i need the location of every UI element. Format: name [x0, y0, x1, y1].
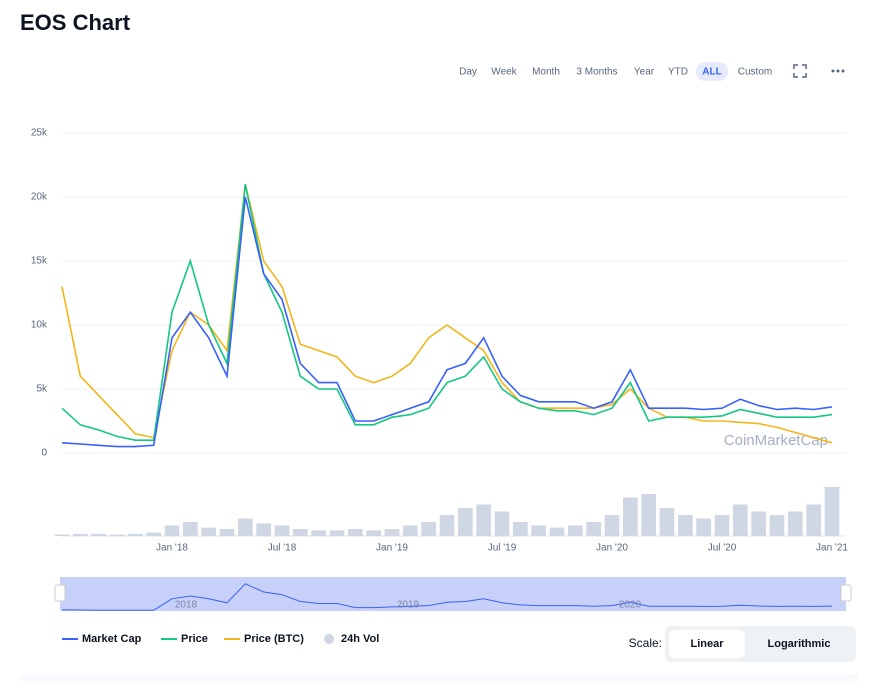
volume-bar — [91, 533, 106, 536]
volume-bar — [494, 511, 510, 536]
navigator-handle[interactable] — [54, 584, 66, 602]
series-line — [61, 196, 833, 448]
volume-bar — [604, 515, 620, 536]
y-tick-label: 10k — [31, 320, 48, 331]
y-tick-label: 20k — [31, 192, 48, 203]
volume-bar — [384, 529, 400, 536]
volume-bar — [513, 522, 528, 536]
scale-label: Scale: — [629, 636, 662, 650]
y-tick-label: 25k — [31, 128, 48, 139]
volume-bar — [73, 533, 88, 536]
y-tick-label: 0 — [41, 448, 47, 459]
scale-option[interactable]: Linear — [690, 638, 724, 650]
volume-bar — [238, 518, 253, 536]
volume-bar — [164, 525, 180, 536]
range-button[interactable]: ALL — [702, 67, 721, 78]
y-tick-label: 5k — [36, 384, 48, 395]
volume-bar — [549, 527, 565, 536]
navigator[interactable] — [60, 577, 846, 611]
volume-bar — [439, 515, 455, 536]
volume-bar — [311, 530, 326, 536]
more-icon[interactable] — [831, 69, 845, 73]
volume-bar — [329, 530, 345, 536]
volume-bar — [806, 504, 821, 536]
volume-bar — [458, 508, 473, 536]
range-button[interactable]: Week — [491, 67, 517, 78]
volume-bar — [769, 515, 785, 536]
x-tick-label: Jan '18 — [156, 543, 188, 554]
volume-bar — [366, 530, 381, 536]
page-title: EOS Chart — [20, 10, 131, 35]
volume-bar — [714, 515, 730, 536]
volume-bar — [219, 529, 235, 536]
volume-bar — [201, 527, 216, 536]
volume-bar — [531, 525, 546, 536]
scale-option[interactable]: Logarithmic — [768, 638, 831, 650]
range-button[interactable]: Custom — [738, 67, 772, 78]
volume-bar — [824, 487, 840, 536]
volume-bar — [476, 504, 491, 536]
range-button[interactable]: Day — [459, 67, 477, 78]
volume-bar — [183, 522, 198, 536]
volume-bar — [623, 497, 638, 536]
x-tick-label: Jan '20 — [596, 543, 628, 554]
volume-bar — [293, 529, 308, 536]
range-button[interactable]: YTD — [668, 67, 688, 78]
volume-bar — [54, 534, 70, 536]
volume-bar — [421, 522, 436, 536]
volume-bar — [641, 494, 656, 536]
series-line — [61, 184, 833, 441]
volume-bar — [696, 518, 711, 536]
legend-label[interactable]: Market Cap — [82, 633, 142, 645]
range-button[interactable]: Year — [634, 67, 655, 78]
x-tick-label: Jul '19 — [488, 543, 517, 554]
fullscreen-icon[interactable] — [793, 64, 807, 78]
volume-bar — [788, 511, 803, 536]
footer-bar — [20, 674, 858, 683]
legend-label[interactable]: Price — [181, 633, 208, 645]
volume-bar — [146, 532, 161, 536]
volume-bar — [128, 533, 143, 536]
volume-bar — [109, 534, 125, 536]
navigator-line — [61, 583, 833, 611]
legend-label[interactable]: Price (BTC) — [244, 633, 304, 645]
y-tick-label: 15k — [31, 256, 48, 267]
scale-option-active[interactable] — [669, 630, 745, 658]
volume-bar — [678, 515, 693, 536]
volume-bar — [274, 525, 290, 536]
navigator-label: 2020 — [619, 600, 642, 611]
range-button[interactable]: 3 Months — [576, 67, 617, 78]
volume-bar — [348, 529, 363, 536]
navigator-handle[interactable] — [840, 584, 852, 602]
range-button-active[interactable] — [696, 62, 728, 81]
volume-bar — [733, 504, 748, 536]
legend-label[interactable]: 24h Vol — [341, 633, 379, 645]
watermark: CoinMarketCap — [724, 432, 828, 449]
volume-bar — [256, 523, 271, 536]
volume-bar — [568, 525, 583, 536]
volume-bar — [659, 508, 675, 536]
series-line — [61, 184, 833, 444]
x-tick-label: Jul '20 — [708, 543, 737, 554]
volume-bar — [586, 522, 601, 536]
range-button[interactable]: Month — [532, 67, 560, 78]
navigator-label: 2018 — [175, 600, 198, 611]
navigator-label: 2019 — [397, 600, 420, 611]
volume-bar — [403, 525, 418, 536]
volume-bar — [751, 511, 766, 536]
x-tick-label: Jan '19 — [376, 543, 408, 554]
x-tick-label: Jan '21 — [816, 543, 848, 554]
x-tick-label: Jul '18 — [268, 543, 297, 554]
legend-swatch[interactable] — [324, 634, 334, 644]
